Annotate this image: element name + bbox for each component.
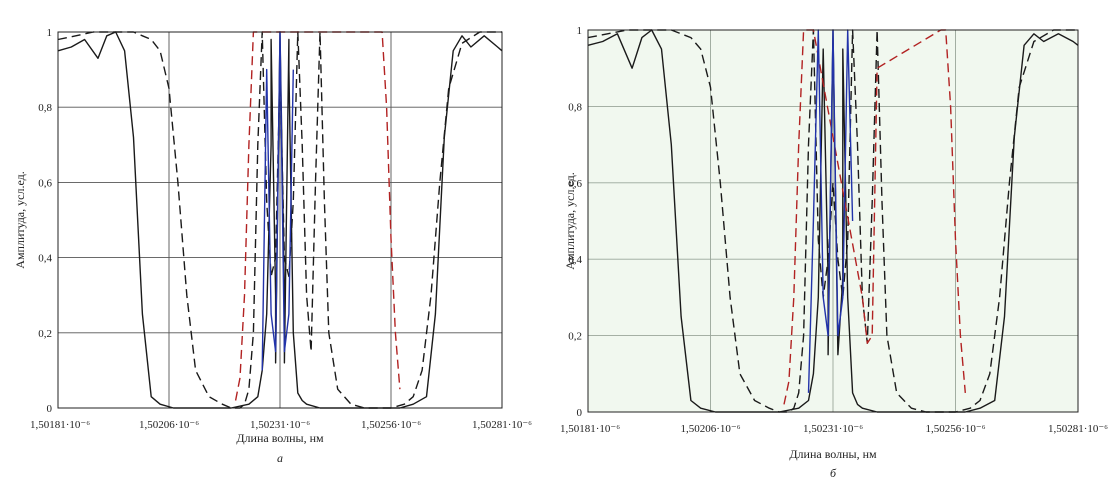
x-tick-label: 1,50206·10⁻⁶ [680,423,740,435]
plot-frame [57,31,503,409]
series-line-2 [57,31,502,409]
plot-frame [587,29,1079,413]
x-tick-label: 1,50231·10⁻⁶ [803,423,863,435]
y-tick-label: 1 [47,27,53,39]
y-tick-label: 0,6 [568,178,582,190]
y-tick-label: 0,6 [38,177,52,189]
y-axis-label: Амплитуда, усл.ед. [13,171,27,268]
chart-panel-a: 00,20,40,60,81 1,50181·10⁻⁶ 1,50206·10⁻⁶ 1… [13,27,532,465]
y-tick-label: 0,8 [568,101,582,113]
y-axis-ticks: 0 0,2 0,4 0,6 0,8 1 [568,25,582,419]
x-axis-ticks: 1,50181·10⁻⁶ 1,50206·10⁻⁶ 1,50231·10⁻⁶ 1,50… [560,423,1108,435]
x-tick-label: 1,50181·10⁻⁶ [560,423,620,435]
x-tick-label: 1,50231·10⁻⁶ [250,419,310,431]
y-tick-label: 0,2 [568,331,582,343]
x-axis-label: Длина волны, нм [236,431,324,445]
chart-panel-b: 00,20,40,60,81 1,50181·10⁻⁶ 1,50206·10⁻⁶ 1… [560,25,1108,480]
x-tick-label: 1,50181·10⁻⁶ [30,419,90,431]
y-tick-label: 0 [47,403,53,415]
y-tick-label: 0,4 [38,253,52,265]
series-line-2 [587,29,1078,413]
panel-label: а [277,451,283,465]
series-line-4 [261,31,294,371]
y-tick-label: 0,4 [568,254,582,266]
x-tick-label: 1,50281·10⁻⁶ [1048,423,1108,435]
y-tick-label: 0 [577,407,583,419]
x-tick-label: 1,50256·10⁻⁶ [361,419,421,431]
x-tick-label: 1,50281·10⁻⁶ [472,419,532,431]
x-tick-label: 1,50256·10⁻⁶ [925,423,985,435]
y-tick-label: 1 [577,25,583,37]
y-tick-label: 0,8 [38,102,52,114]
x-tick-label: 1,50206·10⁻⁶ [139,419,199,431]
y-axis-label: Амплитуда, усл.ед. [563,172,577,269]
panel-label: б [830,466,837,480]
x-axis-label: Длина волны, нм [789,447,877,461]
x-axis-ticks: 1,50181·10⁻⁶ 1,50206·10⁻⁶ 1,50231·10⁻⁶ 1,50… [30,419,532,431]
y-axis-ticks: 0 0,2 0,4 0,6 0,8 1 [38,27,52,415]
series-line-4 [807,29,854,393]
y-tick-label: 0,2 [38,328,52,340]
series-line-3 [783,29,966,405]
